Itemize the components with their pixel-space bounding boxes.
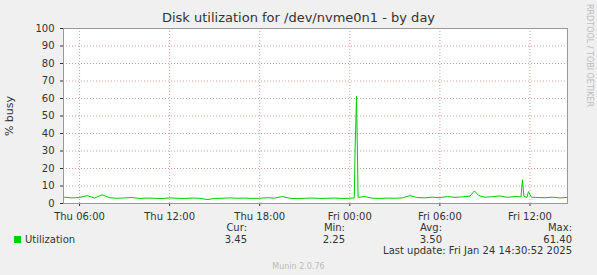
svg-text:20: 20 (42, 163, 55, 174)
svg-text:0: 0 (48, 198, 54, 209)
svg-text:Fri 12:00: Fri 12:00 (508, 211, 552, 222)
html-text:Avg:: Avg: (420, 222, 442, 233)
svg-text:80: 80 (42, 58, 55, 69)
html-text:% busy: % busy (3, 95, 16, 137)
svg-text:Fri 00:00: Fri 00:00 (328, 211, 372, 222)
html-text:Disk utilization for /dev/nvme: Disk utilization for /dev/nvme0n1 - by d… (162, 10, 435, 25)
html-text:Min:: Min: (323, 222, 345, 233)
html-text:Last update: Fri Jan 24 14:30:: Last update: Fri Jan 24 14:30:52 2025 (383, 245, 572, 256)
svg-text:90: 90 (42, 40, 55, 51)
html-text:61.40: 61.40 (543, 234, 572, 245)
svg-text:30: 30 (42, 145, 55, 156)
html-text:2.25: 2.25 (322, 234, 345, 245)
html-text:3.50: 3.50 (419, 234, 442, 245)
html-text:Munin 2.0.76: Munin 2.0.76 (272, 262, 325, 271)
html-text:Utilization: Utilization (25, 234, 76, 245)
html-text:3.45: 3.45 (224, 234, 247, 245)
html-text:Cur:: Cur: (226, 222, 247, 233)
svg-text:Thu 12:00: Thu 12:00 (143, 211, 195, 222)
svg-text:50: 50 (42, 110, 55, 121)
svg-text:Fri 06:00: Fri 06:00 (418, 211, 462, 222)
svg-text:100: 100 (35, 23, 54, 34)
html-text:RRDTOOL / TOBI OETIKER: RRDTOOL / TOBI OETIKER (585, 4, 594, 107)
svg-text:10: 10 (42, 180, 55, 191)
svg-text:70: 70 (42, 75, 55, 86)
svg-text:40: 40 (42, 128, 55, 139)
svg-text:60: 60 (42, 93, 55, 104)
svg-text:Thu 06:00: Thu 06:00 (53, 211, 105, 222)
html-text:Max:: Max: (548, 222, 572, 233)
svg-text:Thu 18:00: Thu 18:00 (233, 211, 285, 222)
